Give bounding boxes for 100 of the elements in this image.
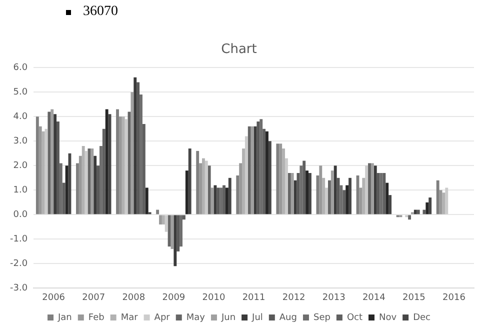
bar [216, 188, 220, 214]
bar [142, 124, 146, 214]
bar [266, 131, 268, 214]
bar [365, 166, 368, 214]
x-tick-label: 2009 [162, 292, 186, 303]
bar [362, 178, 366, 214]
bar [208, 166, 211, 214]
bar [408, 215, 412, 220]
bar [368, 163, 371, 214]
bar [168, 215, 171, 247]
bar [342, 190, 346, 214]
bar [134, 77, 137, 214]
bar [76, 163, 79, 214]
y-tick-label: 6.0 [13, 62, 28, 73]
legend-label: Jun [220, 312, 236, 323]
bar [182, 215, 186, 220]
bar [118, 116, 122, 214]
bar [99, 146, 102, 214]
bar [228, 178, 232, 214]
y-tick-label: 4.0 [13, 112, 28, 122]
bar [222, 185, 226, 214]
bar [38, 126, 42, 214]
bar [302, 160, 306, 214]
bar [204, 160, 208, 214]
bar [348, 178, 352, 214]
bar [319, 166, 322, 214]
legend-label: Oct [346, 312, 363, 323]
bar [262, 128, 266, 214]
bar [88, 148, 91, 214]
bar [300, 166, 303, 214]
bar [199, 163, 202, 214]
bar [116, 109, 119, 214]
y-tick-label: 0.0 [13, 210, 28, 220]
bar [376, 173, 380, 214]
bar [56, 122, 60, 214]
bar [328, 180, 331, 214]
legend-label: Feb [88, 312, 105, 323]
bar [214, 185, 217, 214]
bar [42, 131, 45, 214]
bar [188, 148, 192, 214]
bar [436, 180, 440, 214]
y-tick-label: -3.0 [10, 284, 28, 294]
legend-label: May [186, 312, 206, 323]
bar [236, 175, 240, 214]
bar [65, 166, 68, 214]
bar [316, 175, 320, 214]
bar [340, 185, 343, 214]
bar [94, 156, 97, 214]
bar [250, 126, 254, 214]
bar [256, 122, 260, 214]
bar [90, 148, 94, 214]
legend-label: Nov [379, 312, 398, 323]
bar [102, 128, 106, 214]
bar [330, 170, 334, 214]
bar [334, 166, 337, 214]
bar [124, 119, 128, 214]
bar [244, 136, 248, 214]
bar [294, 180, 297, 214]
x-tick-label: 2010 [202, 292, 226, 303]
bar [180, 215, 183, 247]
bar [276, 144, 280, 214]
bar [346, 185, 349, 214]
bar [260, 119, 263, 214]
bar [382, 173, 386, 214]
bar [359, 188, 362, 214]
y-tick-label: -1.0 [10, 234, 28, 245]
bar [54, 114, 57, 214]
legend-label: Jan [57, 312, 72, 323]
x-tick-label: 2011 [242, 292, 266, 303]
bar [202, 158, 205, 214]
x-tick-label: 2015 [402, 292, 426, 303]
bar [78, 156, 82, 214]
bar [176, 215, 180, 252]
bar [374, 166, 377, 214]
bar [248, 126, 251, 214]
bar [162, 215, 165, 224]
bar [428, 198, 432, 214]
legend-label: Jul [251, 312, 263, 323]
bar [386, 182, 389, 214]
bar [388, 195, 392, 214]
bar [285, 158, 288, 214]
bar [416, 210, 420, 214]
bar [306, 170, 308, 214]
bar [174, 215, 177, 266]
bar [288, 173, 291, 214]
bar [442, 192, 446, 214]
legend-label: Sep [313, 312, 331, 323]
bar [322, 178, 326, 214]
bar [96, 166, 100, 214]
bar [445, 188, 448, 214]
bar [308, 173, 312, 214]
bar [48, 112, 51, 214]
x-tick-label: 2007 [82, 292, 106, 303]
y-tick-label: 5.0 [13, 87, 28, 98]
y-tick-label: -2.0 [10, 259, 28, 270]
bar [239, 163, 242, 214]
bar [136, 82, 140, 214]
bar [59, 163, 62, 214]
bar [36, 116, 39, 214]
legend-label: Mar [120, 312, 138, 323]
